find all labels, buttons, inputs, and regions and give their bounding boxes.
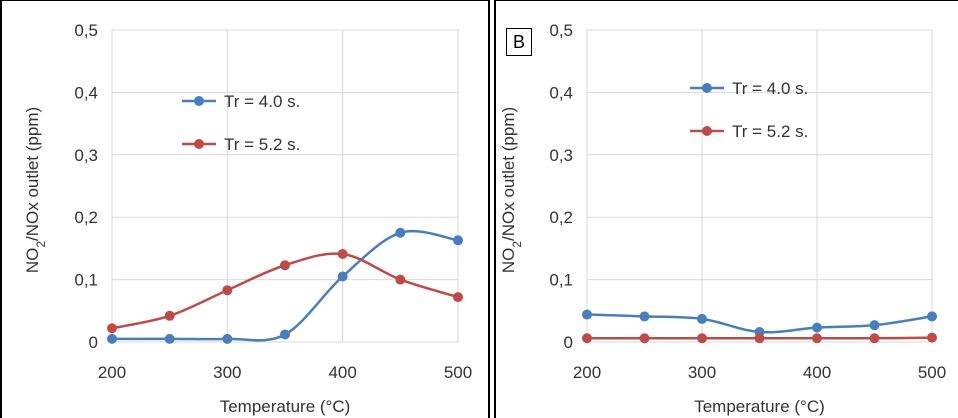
- data-point: [754, 333, 765, 344]
- y-tick-label: 0,2: [549, 208, 573, 227]
- chart-a: 0 0,1 0,2 0,3 0,4 0,5 200 300 400 500 Temperature …: [23, 21, 472, 416]
- x-tick-label: 400: [803, 363, 831, 382]
- x-tick-label: 500: [918, 363, 946, 382]
- chart-panel-b: 0 0,1 0,2 0,3 0,4 0,5 200 300 400 500 Temperature …: [494, 0, 958, 418]
- y-tick-label: 0,3: [549, 146, 573, 165]
- data-point: [927, 311, 937, 322]
- plot-area: [111, 29, 459, 343]
- data-point: [697, 313, 707, 324]
- legend-label: Tr = 4.0 s.: [224, 92, 300, 111]
- data-point: [927, 332, 937, 343]
- legend-label: Tr = 5.2 s.: [224, 135, 300, 154]
- y-tick-label: 0,3: [74, 146, 98, 165]
- data-point: [453, 235, 463, 246]
- data-point: [222, 333, 233, 344]
- data-point: [337, 271, 348, 282]
- data-point: [222, 285, 233, 296]
- data-point: [869, 320, 880, 331]
- y-tick-label: 0,1: [549, 271, 573, 290]
- panel-a-border: [0, 0, 490, 418]
- y-tick-label: 0,2: [74, 208, 98, 227]
- y-tick-label: 0: [564, 333, 573, 352]
- y-tick-label: 0,4: [549, 83, 573, 102]
- legend-label: Tr = 4.0 s.: [732, 79, 808, 98]
- x-tick-label: 200: [98, 363, 126, 382]
- panel-label-b: B: [506, 28, 532, 56]
- y-tick-label: 0,5: [549, 21, 573, 40]
- panel-b-border: [494, 0, 958, 418]
- data-point: [107, 323, 117, 334]
- x-tick-label: 300: [688, 363, 716, 382]
- x-tick-label: 200: [573, 363, 601, 382]
- data-point: [280, 329, 290, 340]
- legend-label: Tr = 5.2 s.: [732, 122, 808, 141]
- y-axis-title: NO2/NOx outlet (ppm): [499, 107, 524, 273]
- y-tick-label: 0,5: [74, 21, 98, 40]
- data-point: [582, 309, 592, 320]
- data-point: [582, 333, 592, 344]
- data-point: [453, 292, 463, 303]
- data-point: [639, 333, 650, 344]
- data-point: [164, 333, 175, 344]
- data-point: [697, 333, 707, 344]
- legend-marker: [702, 126, 712, 136]
- x-tick-label: 300: [213, 363, 241, 382]
- legend-marker: [702, 83, 712, 93]
- chart-b: 0 0,1 0,2 0,3 0,4 0,5 200 300 400 500 Temperature …: [499, 21, 946, 416]
- data-point: [164, 310, 175, 321]
- data-point: [395, 227, 406, 238]
- data-point: [869, 333, 880, 344]
- data-point: [337, 249, 348, 260]
- y-tick-label: 0,4: [74, 83, 98, 102]
- y-axis-title: NO2/NOx outlet (ppm): [23, 107, 48, 273]
- y-tick-label: 0,1: [74, 271, 98, 290]
- data-point: [639, 311, 650, 322]
- data-point: [812, 333, 822, 344]
- x-axis-title: Temperature (°C): [220, 397, 351, 416]
- x-axis-title: Temperature (°C): [694, 397, 825, 416]
- data-point: [280, 260, 290, 271]
- y-tick-label: 0: [89, 333, 98, 352]
- data-point: [107, 333, 117, 344]
- data-point: [812, 322, 822, 333]
- legend-marker: [194, 96, 204, 106]
- x-tick-label: 400: [328, 363, 356, 382]
- x-tick-label: 500: [444, 363, 472, 382]
- legend-marker: [194, 139, 204, 149]
- data-point: [395, 274, 406, 285]
- plot-area: [586, 29, 933, 343]
- chart-panel-a: 0 0,1 0,2 0,3 0,4 0,5 200 300 400 500 Temperature …: [0, 0, 490, 418]
